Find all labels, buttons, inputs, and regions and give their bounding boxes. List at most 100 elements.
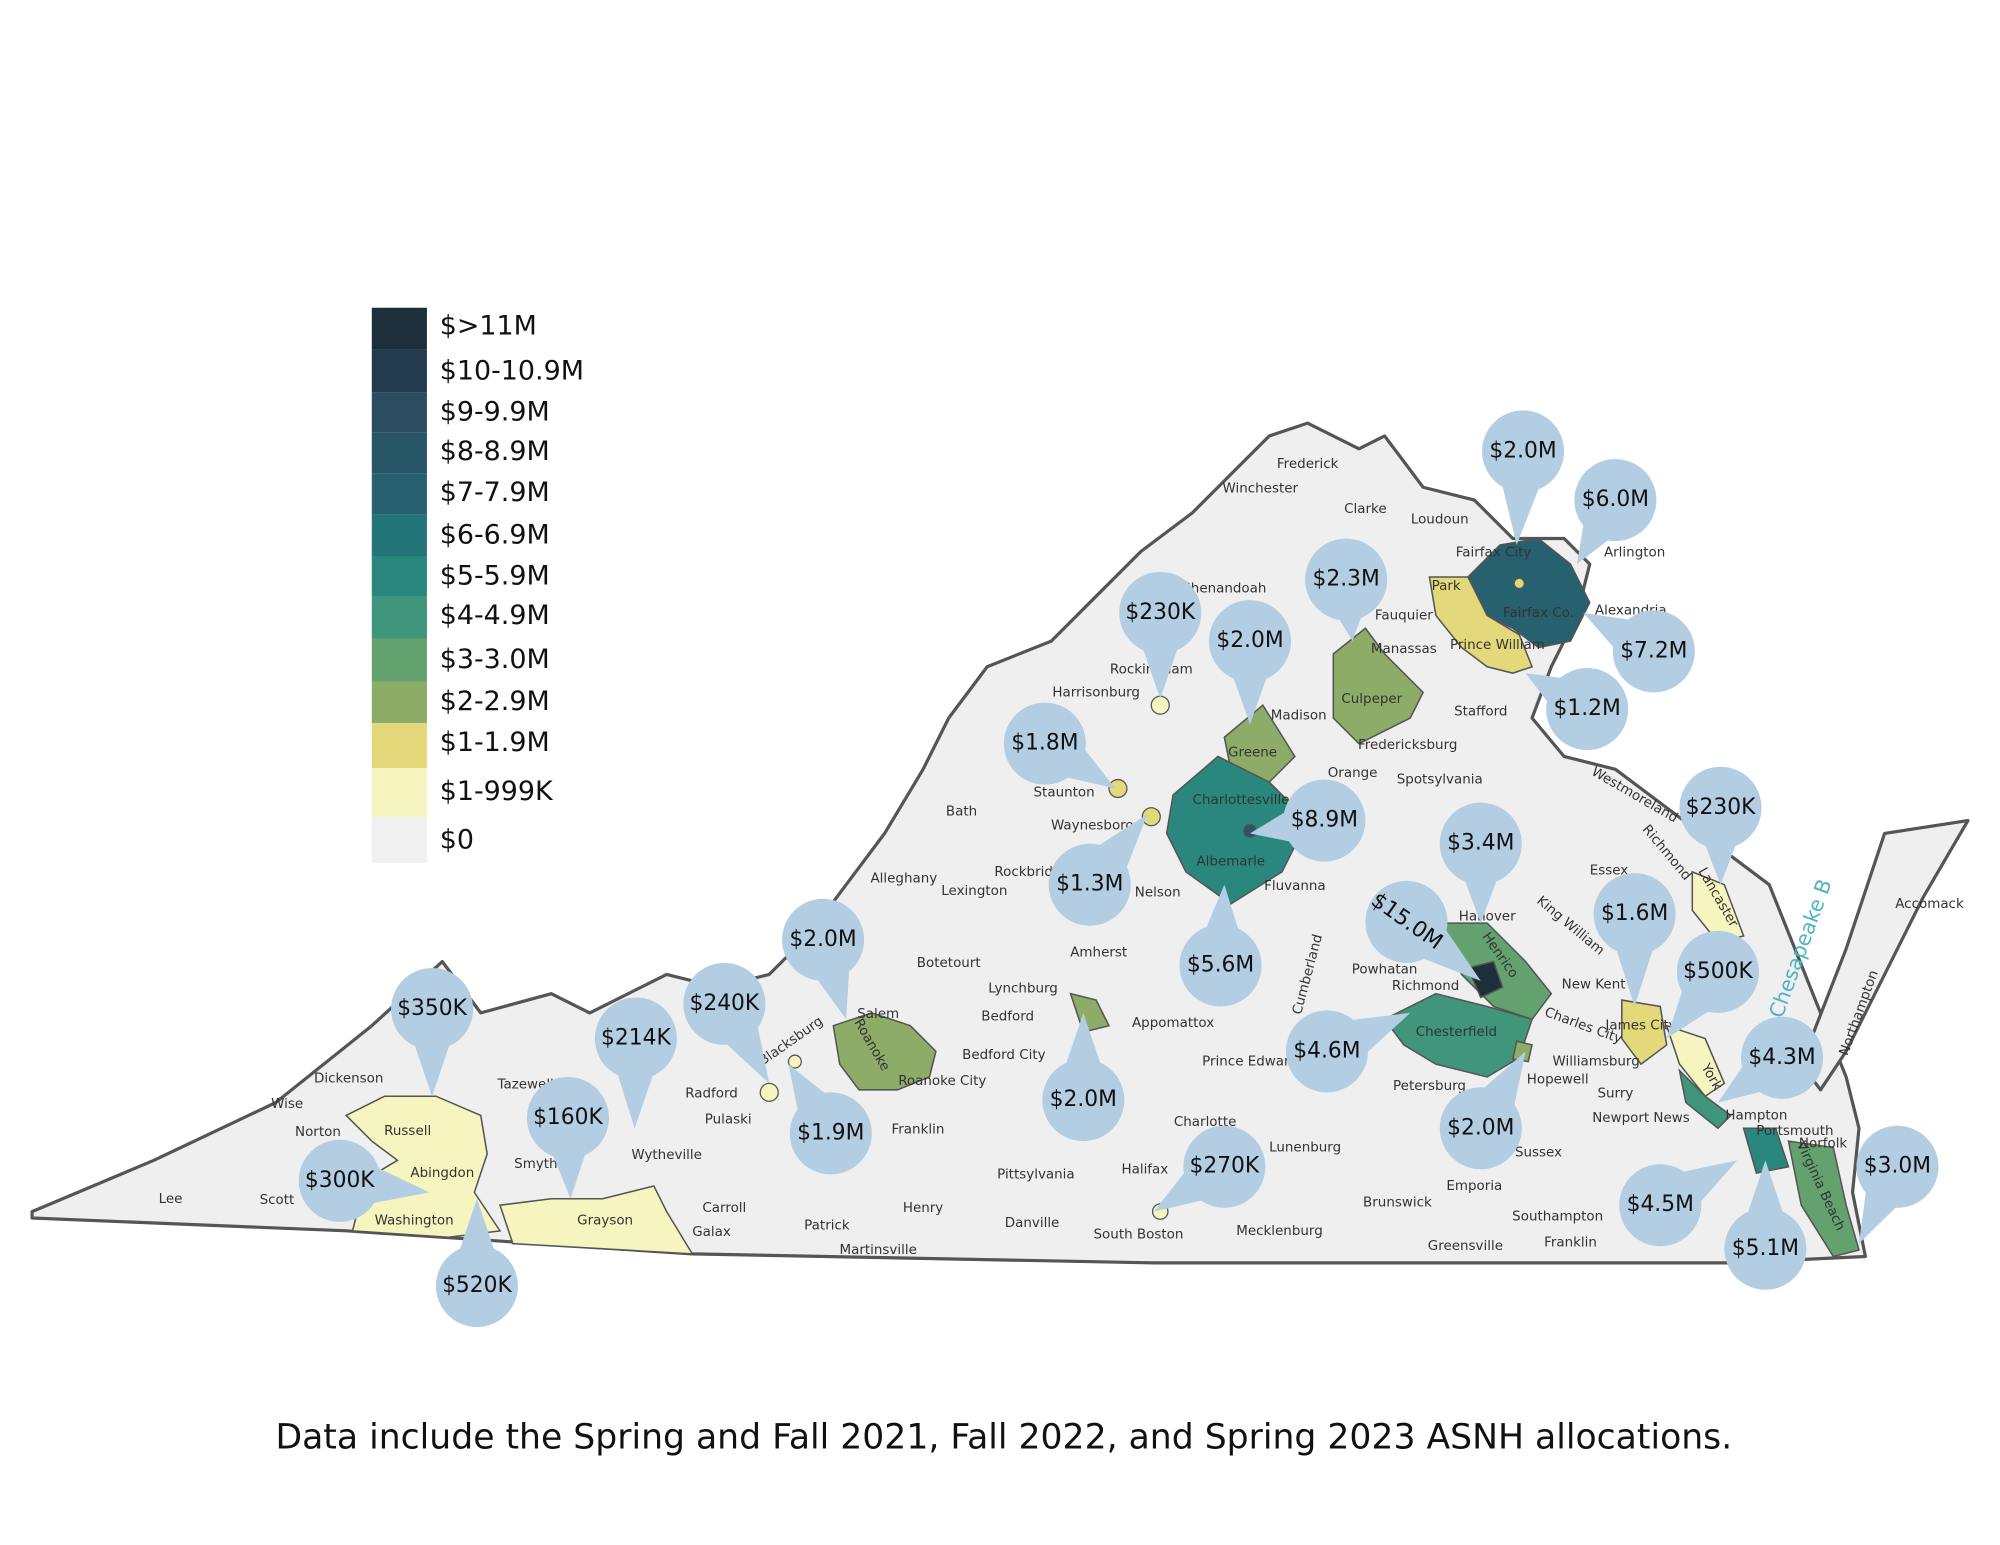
legend-label: $8-8.9M xyxy=(440,436,550,467)
pin-head xyxy=(1619,1164,1702,1247)
pin-head xyxy=(1612,610,1695,693)
place-label: Newport News xyxy=(1592,1111,1690,1126)
place-label: Prince William xyxy=(1450,638,1545,653)
place-label: Greensville xyxy=(1428,1239,1503,1254)
place-label: Washington xyxy=(375,1214,454,1229)
pin-head xyxy=(1208,600,1292,683)
pin-label: $4.3M xyxy=(1748,1045,1815,1070)
place-label: Grayson xyxy=(577,1214,633,1229)
place-label: Radford xyxy=(685,1087,738,1102)
pin-label: $4.6M xyxy=(1293,1038,1360,1063)
pin: $214K xyxy=(594,997,677,1129)
pin-label: $500K xyxy=(1683,959,1753,984)
place-label: Williamsburg xyxy=(1553,1055,1640,1070)
place-label: Lexington xyxy=(941,884,1007,899)
legend-swatch xyxy=(371,723,427,769)
town xyxy=(1513,577,1525,590)
pin-label: $2.0M xyxy=(1050,1087,1117,1112)
town xyxy=(1150,695,1170,715)
state-outline xyxy=(30,421,1867,1265)
region xyxy=(1428,576,1534,674)
place-label: Salem xyxy=(857,1007,899,1022)
pin: $3.0M xyxy=(1856,1125,1939,1244)
region xyxy=(1332,627,1425,745)
place-label: Surry xyxy=(1597,1087,1633,1102)
pin: $2.0M xyxy=(1482,410,1565,545)
place-label: Hanover xyxy=(1459,910,1516,925)
place-label: Stafford xyxy=(1454,705,1507,720)
pin: $2.0M xyxy=(782,898,865,1020)
legend-swatch xyxy=(371,392,427,433)
place-label: Sussex xyxy=(1515,1146,1562,1161)
region xyxy=(1165,755,1309,905)
place-label: Harrisonburg xyxy=(1052,685,1140,700)
place-label: Alleghany xyxy=(870,871,937,886)
place-label: Accomack xyxy=(1895,897,1964,912)
place-label: Spotsylvania xyxy=(1397,773,1483,788)
place-label: New Kent xyxy=(1562,978,1626,993)
pin: $4.3M xyxy=(1717,1016,1824,1103)
pin-head xyxy=(1679,766,1762,849)
region xyxy=(1678,1068,1732,1130)
place-label: Culpeper xyxy=(1341,692,1402,707)
legend-swatch xyxy=(371,816,427,863)
pin-label: $230K xyxy=(1686,795,1756,820)
region xyxy=(498,1185,694,1255)
region xyxy=(1787,1140,1860,1258)
place-label: Charlottesville xyxy=(1193,793,1290,808)
pin: $160K xyxy=(526,1076,609,1199)
pin: $300K xyxy=(298,1139,430,1222)
place-label: Shenandoah xyxy=(1182,582,1266,597)
pin-label: $270K xyxy=(1189,1154,1259,1179)
legend-label: $7-7.9M xyxy=(440,477,550,508)
place-label: Galax xyxy=(692,1225,731,1240)
place-label: Hopewell xyxy=(1527,1073,1589,1088)
pin-head xyxy=(1574,459,1657,542)
place-label: Lunenburg xyxy=(1269,1141,1341,1156)
place-label: Chesterfield xyxy=(1416,1025,1497,1040)
pin-label: $2.0M xyxy=(789,927,856,952)
place-label: Southampton xyxy=(1512,1210,1603,1225)
pin-label: $2.0M xyxy=(1489,438,1556,463)
place-label: Martinsville xyxy=(840,1243,917,1258)
place-label: Russell xyxy=(384,1124,431,1139)
legend-label: $3-3.0M xyxy=(440,644,550,675)
legend-label: $1-999K xyxy=(440,776,554,807)
pin-head xyxy=(1856,1125,1939,1208)
pin-label: $7.2M xyxy=(1620,638,1687,663)
pin-head xyxy=(782,898,865,981)
legend-swatch xyxy=(371,514,427,557)
legend-swatch xyxy=(371,473,427,515)
pin-label: $2.0M xyxy=(1216,628,1283,653)
legend-label: $9-9.9M xyxy=(440,396,550,427)
pin-head xyxy=(1305,538,1388,621)
place-label: Fluvanna xyxy=(1264,879,1326,894)
legend-label: $10-10.9M xyxy=(440,355,584,386)
pin-label: $3.0M xyxy=(1864,1154,1931,1179)
place-label: Pulaski xyxy=(705,1112,752,1127)
place-label: Pittsylvania xyxy=(997,1167,1075,1182)
regions xyxy=(344,537,1860,1258)
place-label: Franklin xyxy=(1544,1235,1597,1250)
pins: $2.0M $6.0M $7.2M $1.2M $2.3M $230K $2.0M $1.8M… xyxy=(298,410,1939,1327)
pin-head xyxy=(1119,571,1202,654)
pin-label: $160K xyxy=(533,1105,603,1130)
pin-head xyxy=(526,1076,609,1160)
eastern-shore xyxy=(1799,818,1970,1092)
place-label: Richmond xyxy=(1392,979,1459,994)
place-label: Amherst xyxy=(1070,946,1127,961)
legend-swatch xyxy=(371,596,427,639)
place-label: Prince Edward xyxy=(1202,1055,1298,1070)
place-label: Park xyxy=(1432,579,1461,594)
pin-head xyxy=(1482,410,1565,493)
place-label: Mecklenburg xyxy=(1236,1224,1323,1239)
place-label: Halifax xyxy=(1121,1162,1168,1177)
pin-label: $2.0M xyxy=(1447,1115,1514,1140)
pin-label: $214K xyxy=(601,1026,671,1051)
place-label: Danville xyxy=(1005,1216,1060,1231)
legend: $>11M $10-10.9M $9-9.9M $8-8.9M $7-7.9M $6-6.… xyxy=(371,307,584,863)
pin-head xyxy=(1283,779,1366,862)
place-label: Arlington xyxy=(1604,546,1665,561)
